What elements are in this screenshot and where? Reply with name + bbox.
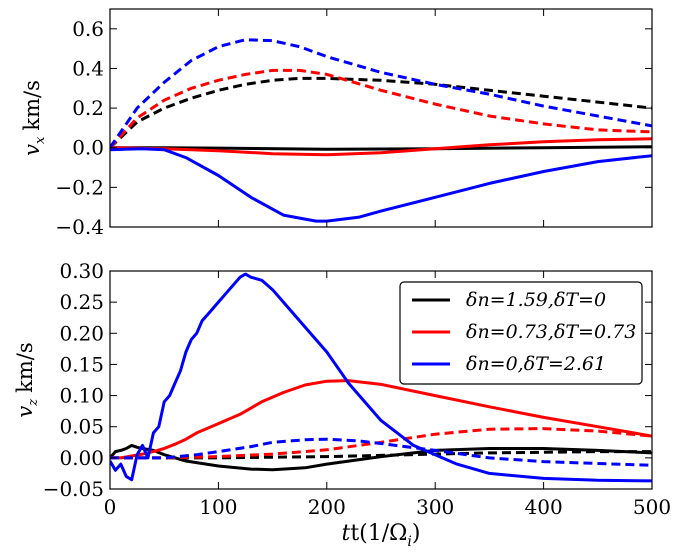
bot-xtick-label: 400 xyxy=(525,495,563,519)
bottom-ylabel-var: v xyxy=(13,406,37,418)
x-axis-label: tt(1/Ωi) xyxy=(342,521,421,550)
top-ylabel-unit: km/s xyxy=(20,80,44,131)
legend-label-black: δn=1.59,δT=0 xyxy=(466,289,606,311)
bot-xtick-label: 0 xyxy=(104,495,117,519)
xlabel-post: ) xyxy=(412,521,421,546)
bot-xtick-label: 100 xyxy=(199,495,237,519)
bot-xtick-label: 500 xyxy=(633,495,671,519)
bottom-x-ticks: 0 100 200 300 400 500 xyxy=(104,271,671,519)
bot-xtick-label: 200 xyxy=(308,495,346,519)
top-series-red-dashed xyxy=(110,68,652,149)
top-ytick-label: 0.4 xyxy=(72,56,104,80)
bot-ytick-label: 0.15 xyxy=(59,352,104,376)
top-series-black-dashed xyxy=(110,76,652,149)
bot-ytick-label: 0.05 xyxy=(59,415,104,439)
legend-box xyxy=(399,281,643,385)
top-ylabel-sub: x xyxy=(33,136,48,144)
bottom-ylabel-unit: km/s xyxy=(13,342,37,393)
top-series-blue-solid xyxy=(110,147,652,223)
top-y-ticks: −0.4 −0.2 0.0 0.2 0.4 0.6 xyxy=(55,17,652,239)
top-plot-frame xyxy=(109,8,653,228)
top-series-blue-dashed xyxy=(110,38,652,149)
bot-ytick-label: −0.05 xyxy=(43,477,104,501)
top-series-red-solid xyxy=(110,137,652,157)
top-y-axis-label: vx km/s xyxy=(20,80,48,156)
top-ytick-label: −0.4 xyxy=(55,215,104,239)
top-ytick-label: 0.6 xyxy=(72,17,104,41)
bot-ytick-label: 0.30 xyxy=(59,259,104,283)
legend: δn=1.59,δT=0 δn=0.73,δT=0.73 δn=0,δT=2.6… xyxy=(399,281,643,385)
bot-series-blue-dashed xyxy=(110,437,652,467)
bottom-series-group xyxy=(110,272,652,483)
bot-ytick-label: 0.10 xyxy=(59,384,104,408)
bot-xtick-label: 300 xyxy=(416,495,454,519)
legend-label-red: δn=0.73,δT=0.73 xyxy=(466,321,636,343)
top-ytick-label: 0.2 xyxy=(72,96,104,120)
bottom-panel: −0.05 0.00 0.05 0.10 0.15 0.20 0.25 0.30 0 100 20… xyxy=(13,259,671,550)
xlabel-sub: i xyxy=(407,534,411,550)
top-panel: −0.4 −0.2 0.0 0.2 0.4 0.6 vx km/s xyxy=(20,8,653,239)
top-ytick-label: 0.0 xyxy=(72,136,104,160)
top-ylabel-var: v xyxy=(20,144,44,156)
bot-ytick-label: 0.25 xyxy=(59,290,104,314)
bottom-y-axis-label: vz km/s xyxy=(13,342,41,417)
bottom-y-ticks: −0.05 0.00 0.05 0.10 0.15 0.20 0.25 0.30 xyxy=(43,259,652,501)
top-ytick-label: −0.2 xyxy=(55,175,104,199)
bot-series-black-solid xyxy=(110,443,652,472)
bottom-plot-frame xyxy=(109,270,653,490)
xlabel-pre: t(1/Ω xyxy=(350,521,407,546)
legend-label-blue: δn=0,δT=2.61 xyxy=(466,353,606,375)
bot-ytick-label: 0.00 xyxy=(59,446,104,470)
top-series-group xyxy=(110,38,652,223)
bottom-ylabel-sub: z xyxy=(26,399,41,407)
bot-ytick-label: 0.20 xyxy=(59,321,104,345)
bot-series-blue-solid xyxy=(110,272,652,483)
